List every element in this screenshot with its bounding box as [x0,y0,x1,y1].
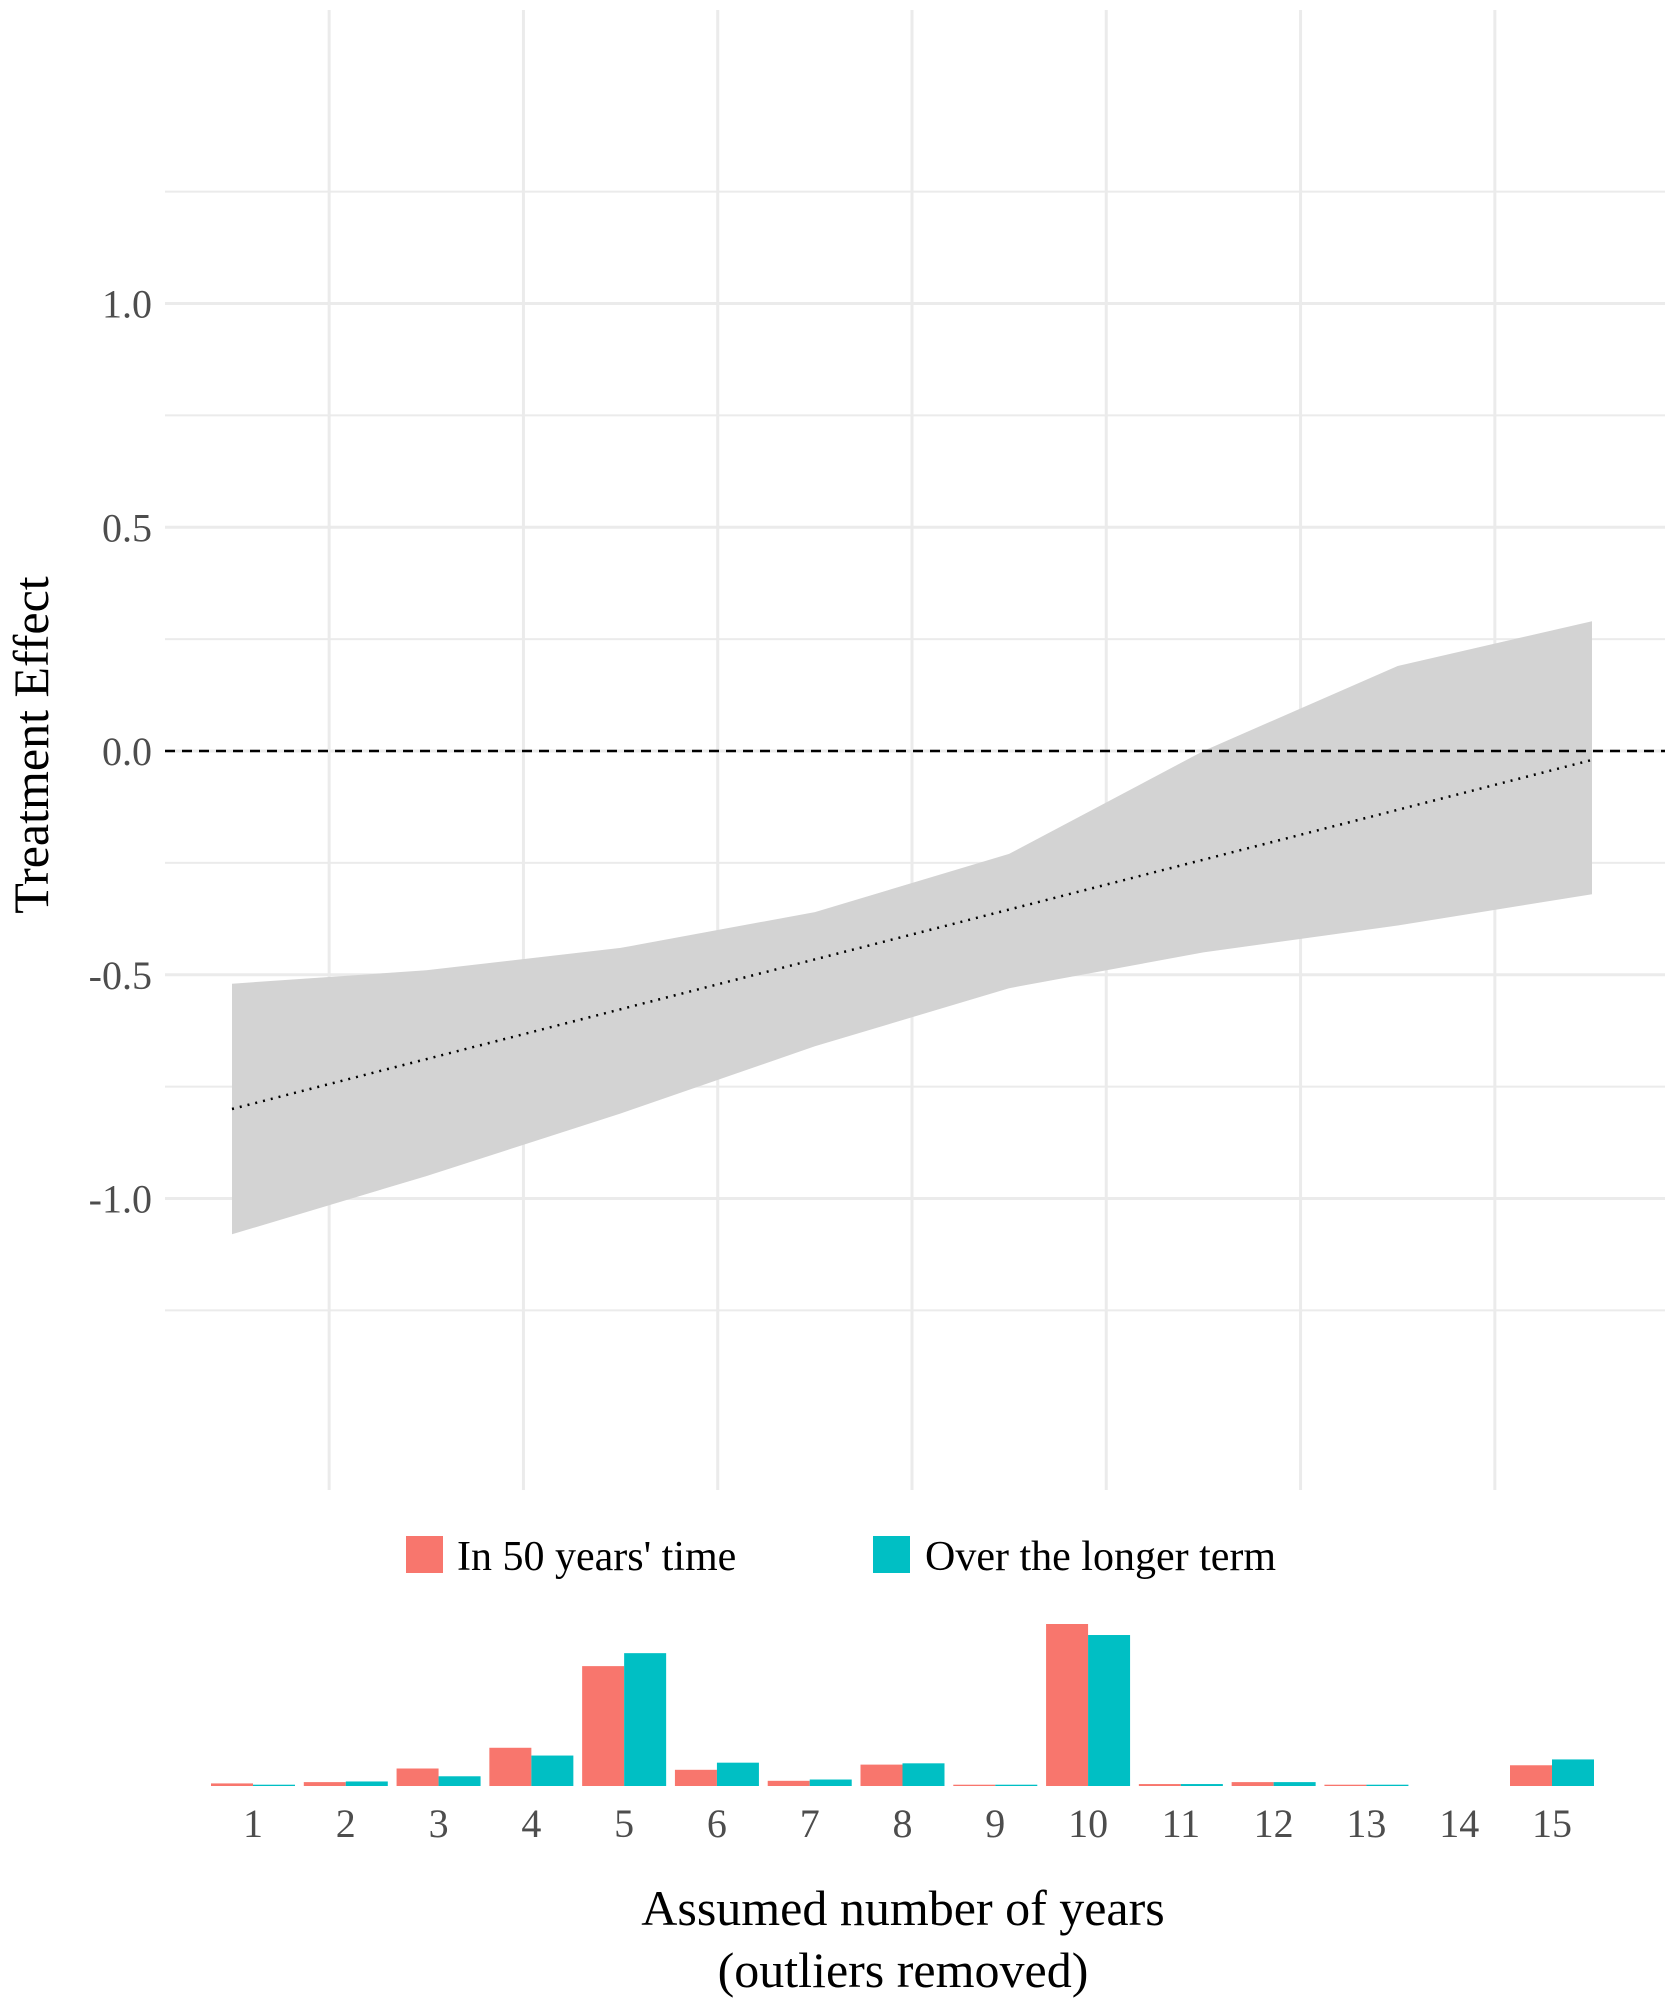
bar-longer-term [902,1763,945,1786]
x-tick-label: 2 [336,1801,356,1846]
x-axis-title: Assumed number of years [641,1880,1165,1936]
legend-key-longer-term [873,1536,910,1573]
x-tick-label: 14 [1439,1801,1479,1846]
bar-longer-term [1366,1784,1409,1786]
x-tick-label: 8 [893,1801,913,1846]
x-tick-labels: 1 2 3 4 5 6 7 8 9 10 11 12 13 14 15 [243,1801,1572,1846]
bar-in-50-years [211,1783,253,1786]
x-tick-label: 11 [1162,1801,1201,1846]
bar-longer-term [995,1784,1038,1786]
x-tick-label: 3 [429,1801,449,1846]
legend-label-in-50-years: In 50 years' time [457,1534,736,1580]
bar-in-50-years [582,1666,625,1786]
line-layer [165,749,1665,1111]
y-tick-label: -0.5 [89,953,152,998]
legend-key-in-50-years [406,1536,443,1573]
bar-in-50-years [860,1764,903,1786]
legend: In 50 years' time Over the longer term [406,1534,1276,1580]
bar-longer-term [716,1762,759,1786]
x-tick-label: 4 [521,1801,541,1846]
x-axis-subtitle: (outliers removed) [718,1942,1089,1998]
x-tick-label: 15 [1532,1801,1572,1846]
x-tick-label: 9 [985,1801,1005,1846]
bar-longer-term [253,1784,295,1786]
bar-longer-term [809,1779,852,1786]
bar-longer-term [1180,1784,1223,1786]
bar-layer [211,1624,1594,1786]
confidence-band [232,621,1592,1235]
bar-in-50-years [1046,1624,1089,1786]
bar-in-50-years [1324,1784,1367,1786]
x-tick-label: 10 [1068,1801,1108,1846]
bar-in-50-years [674,1769,717,1786]
bar-in-50-years [953,1784,996,1786]
confidence-band-layer [232,621,1592,1235]
y-tick-labels: 1.0 0.5 0.0 -0.5 -1.0 [89,282,152,1222]
y-tick-label: -1.0 [89,1177,152,1222]
bar-in-50-years [767,1780,810,1786]
bar-in-50-years [489,1747,532,1786]
x-tick-label: 7 [800,1801,820,1846]
bar-in-50-years [1138,1784,1181,1786]
bar-longer-term [345,1781,388,1786]
bar-longer-term [1552,1759,1594,1786]
bar-longer-term [438,1776,481,1786]
y-axis-title: Treatment Effect [3,576,59,914]
x-tick-label: 6 [707,1801,727,1846]
bar-in-50-years [303,1782,346,1786]
bar-in-50-years [1231,1782,1274,1786]
bar-longer-term [531,1755,574,1786]
x-tick-label: 5 [614,1801,634,1846]
x-tick-label: 1 [243,1801,263,1846]
bar-longer-term [624,1653,667,1786]
y-tick-label: 0.0 [102,729,152,774]
y-tick-label: 1.0 [102,282,152,327]
bar-longer-term [1088,1635,1131,1786]
bar-in-50-years [1510,1765,1552,1786]
y-tick-label: 0.5 [102,505,152,550]
bar-longer-term [1273,1782,1316,1786]
x-tick-label: 13 [1346,1801,1386,1846]
bar-in-50-years [396,1768,439,1786]
legend-label-longer-term: Over the longer term [925,1534,1276,1580]
x-tick-label: 12 [1254,1801,1294,1846]
